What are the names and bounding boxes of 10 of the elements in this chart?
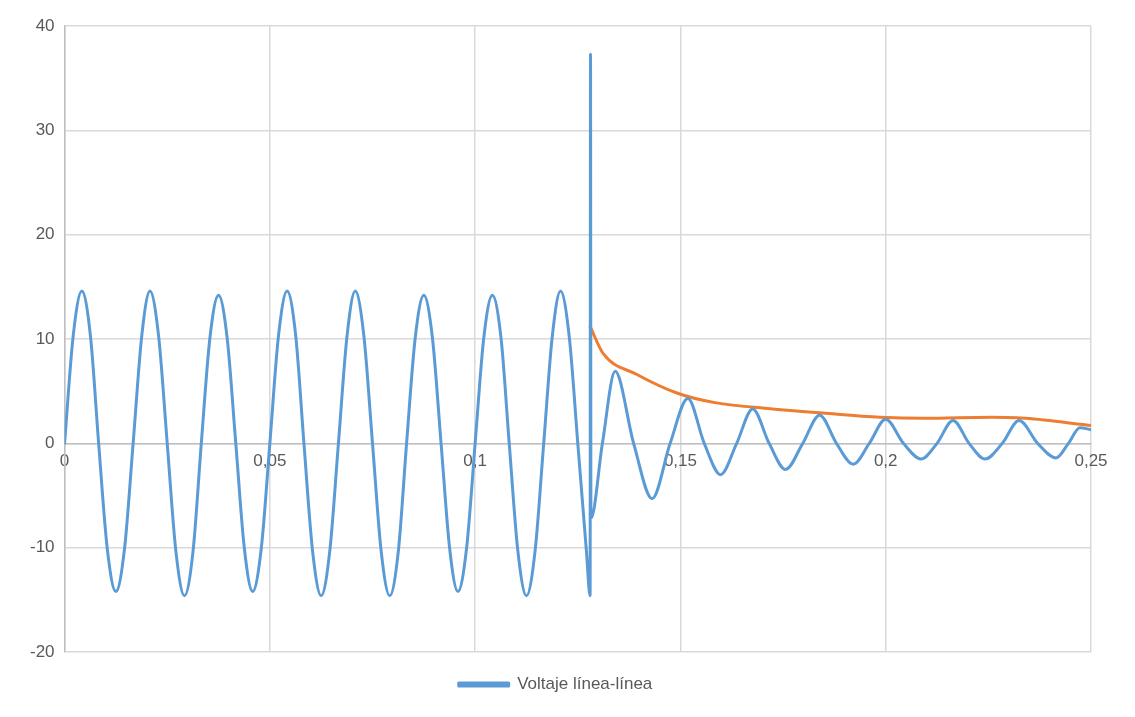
x-tick-label: 0,25 (1074, 451, 1108, 471)
y-tick-label: 10 (35, 328, 55, 348)
y-tick-label: 0 (45, 433, 55, 453)
y-tick-label: 30 (35, 120, 55, 140)
y-tick-label: -20 (29, 641, 55, 661)
y-tick-label: -10 (29, 537, 55, 557)
x-tick-label: 0,2 (873, 451, 898, 471)
y-tick-label: 40 (35, 15, 55, 35)
legend-label: Voltaje línea-línea (517, 674, 653, 694)
y-tick-label: 20 (35, 224, 55, 244)
